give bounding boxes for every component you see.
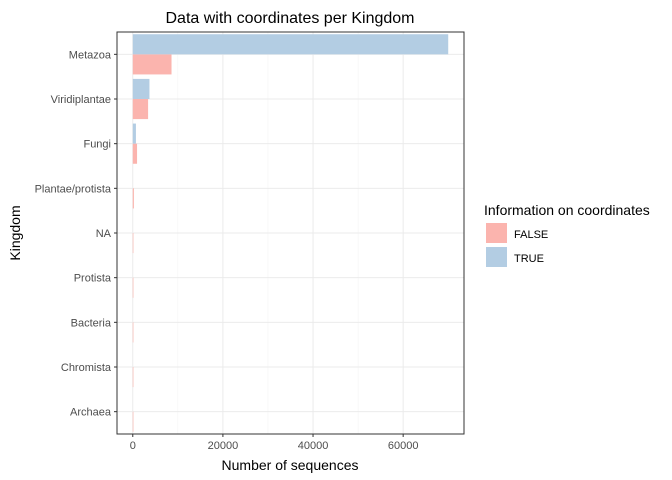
legend: Information on coordinates FALSE TRUE	[484, 202, 650, 267]
y-tick-label: NA	[96, 228, 112, 240]
y-tick-label: Protista	[74, 273, 112, 285]
y-tick-label: Archaea	[70, 407, 112, 419]
x-tick-label: 0	[130, 440, 136, 452]
bar-false-plantae-protista	[132, 188, 134, 209]
y-axis-ticks: Metazoa Viridiplantae Fungi Plantae/protist…	[35, 49, 117, 419]
bar-true-fungi	[132, 123, 136, 144]
bar-true-viridiplantae	[132, 78, 150, 99]
panel-border	[116, 31, 465, 435]
bar-false-chromista	[132, 367, 134, 388]
bar-false-fungi	[132, 143, 138, 164]
bar-false-viridiplantae	[132, 99, 149, 120]
bar-false-bacteria	[132, 322, 134, 343]
y-tick-label: Metazoa	[69, 49, 112, 61]
x-axis-label: Number of sequences	[222, 457, 359, 473]
legend-label-true: TRUE	[514, 253, 544, 265]
x-axis-ticks: 0 20000 40000 60000	[130, 434, 419, 452]
x-tick-label: 20000	[208, 440, 239, 452]
bar-false-metazoa	[132, 54, 172, 75]
bar-false-archaea	[132, 411, 134, 432]
y-axis-label: Kingdom	[7, 205, 23, 260]
legend-swatch-false	[486, 223, 507, 243]
y-tick-label: Bacteria	[71, 317, 112, 329]
legend-title: Information on coordinates	[484, 202, 650, 218]
chart-title: Data with coordinates per Kingdom	[165, 10, 414, 27]
y-tick-label: Chromista	[61, 362, 112, 374]
x-tick-label: 40000	[298, 440, 329, 452]
x-tick-label: 60000	[388, 440, 419, 452]
y-tick-label: Plantae/protista	[35, 183, 112, 195]
y-tick-label: Viridiplantae	[51, 94, 111, 106]
bar-true-metazoa	[132, 34, 449, 55]
bars	[132, 34, 449, 432]
legend-label-false: FALSE	[514, 229, 548, 241]
legend-swatch-true	[486, 247, 507, 267]
bar-false-protista	[132, 277, 134, 298]
y-tick-label: Fungi	[83, 139, 111, 151]
bar-false-na	[132, 233, 134, 254]
